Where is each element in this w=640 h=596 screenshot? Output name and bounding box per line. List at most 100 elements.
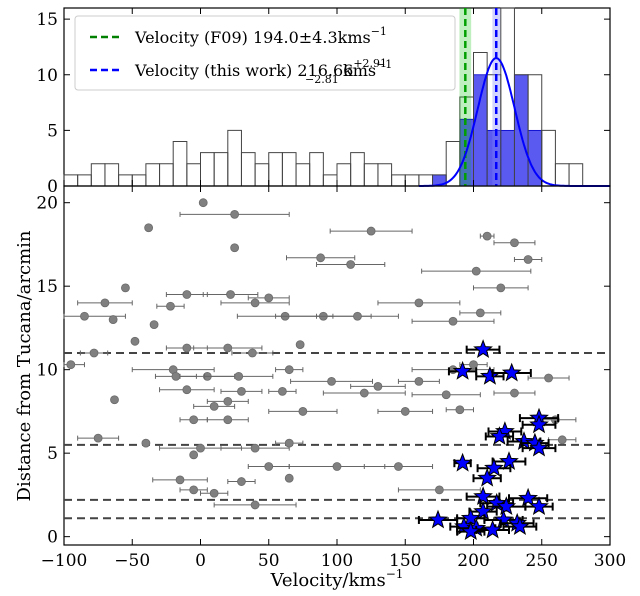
member-star: [501, 362, 522, 382]
nonmember-point: [250, 298, 260, 308]
histogram-bar: [213, 152, 229, 187]
x-tick-label: 150: [389, 551, 421, 571]
nonmember-point: [121, 283, 130, 293]
member-star: [529, 437, 549, 457]
y-tick-label: 10: [36, 361, 58, 381]
nonmember-point: [223, 396, 233, 406]
nonmember-point: [108, 315, 118, 324]
nonmember-point: [475, 308, 485, 318]
histogram-bar: [418, 174, 434, 187]
histogram-bar: [172, 141, 188, 187]
y-tick-label: 20: [36, 194, 58, 214]
x-axis-label: Velocity/kms−1: [270, 567, 404, 591]
nonmember-point: [141, 438, 151, 448]
histogram-bar: [268, 152, 283, 187]
histogram-bar: [104, 163, 120, 187]
histogram-bar: [363, 163, 379, 187]
nonmember-point: [316, 253, 326, 263]
nonmember-point: [469, 360, 478, 370]
x-tick-label: −50: [114, 551, 150, 571]
nonmember-point: [510, 238, 519, 248]
nonmember-point: [496, 283, 506, 293]
histogram-bar: [377, 163, 393, 187]
nonmember-point: [80, 311, 89, 321]
nonmember-point: [189, 450, 199, 460]
nonmember-point: [196, 443, 205, 453]
nonmember-point: [264, 462, 274, 471]
histogram-bar: [240, 152, 256, 187]
nonmember-point: [130, 336, 140, 346]
nonmember-point: [557, 435, 567, 445]
nonmember-point: [544, 373, 553, 383]
member-star: [452, 360, 473, 380]
histogram-bar: [131, 174, 147, 187]
nonmember-point: [93, 433, 103, 443]
histogram-bar: [90, 163, 106, 187]
nonmember-point: [510, 388, 519, 398]
nonmember-point: [182, 343, 192, 353]
histogram-bar: [404, 174, 420, 187]
histogram-bars: [63, 7, 584, 187]
nonmember-point: [237, 477, 246, 486]
member-star: [489, 426, 510, 445]
nonmember-point: [198, 198, 208, 208]
histogram-bar: [227, 129, 242, 187]
y-tick-label: 0: [47, 528, 58, 548]
nonmember-point: [234, 371, 244, 381]
member-star: [477, 467, 498, 487]
nonmember-point: [482, 231, 492, 241]
legend: Velocity (F09) 194.0±4.3kms−1 Velocity (…: [74, 15, 456, 91]
histogram-ticks: 0 5 10 15: [36, 8, 611, 197]
member-star: [514, 431, 534, 450]
nonmember-point: [414, 376, 424, 386]
scatter-ticks: 0 5 10 15 20 −100 −50 0 50 100 150 200 250 300: [36, 186, 626, 571]
histogram-bar: [541, 129, 556, 187]
member-star: [510, 516, 530, 536]
member-star: [473, 486, 493, 506]
nonmember-point: [441, 390, 451, 400]
histogram-bar: [63, 174, 79, 187]
histogram-bar: [118, 174, 133, 187]
x-tick-label: 250: [526, 551, 558, 571]
member-star: [529, 496, 549, 516]
nonmember-point: [250, 500, 260, 510]
nonmember-point: [455, 405, 465, 415]
histogram-bar: [200, 152, 215, 187]
nonmember-point: [182, 385, 192, 395]
nonmember-point: [247, 348, 257, 358]
histogram-bar: [309, 152, 324, 187]
nonmember-point: [353, 311, 362, 321]
nonmember-point: [189, 485, 199, 495]
nonmember-point: [284, 365, 294, 375]
member-star: [428, 509, 448, 529]
nonmember-point: [226, 290, 235, 299]
nonmember-point: [223, 343, 233, 353]
nonmember-point: [166, 301, 175, 311]
nonmember-point: [250, 443, 260, 453]
nonmember-point: [332, 462, 342, 471]
member-star: [473, 339, 493, 359]
nonmember-point: [327, 376, 336, 386]
member-bar: [473, 74, 488, 187]
x-tick-label: 300: [594, 551, 626, 571]
nonmember-point: [230, 209, 240, 219]
histogram-bar: [336, 163, 352, 187]
histogram-bar: [254, 163, 270, 187]
x-tick-label: 100: [321, 551, 353, 571]
histogram-bar: [391, 174, 406, 187]
nonmember-point: [471, 266, 481, 276]
nonmember-point: [230, 243, 240, 253]
histogram-panel: 0 5 10 15 Velocity (F09) 194.0±4.3kms−1 Vel…: [36, 7, 611, 197]
nonmember-point: [189, 415, 199, 425]
histogram-bar: [281, 152, 297, 187]
member-star: [473, 501, 493, 521]
x-tick-label: 50: [258, 551, 280, 571]
nonmember-point: [284, 438, 294, 448]
nonmember-point: [182, 290, 192, 299]
nonmember-point: [149, 320, 159, 329]
nonmember-point: [110, 395, 119, 405]
nonmember-point: [66, 360, 76, 370]
nonmember-points: [63, 198, 577, 510]
member-star: [499, 451, 519, 470]
